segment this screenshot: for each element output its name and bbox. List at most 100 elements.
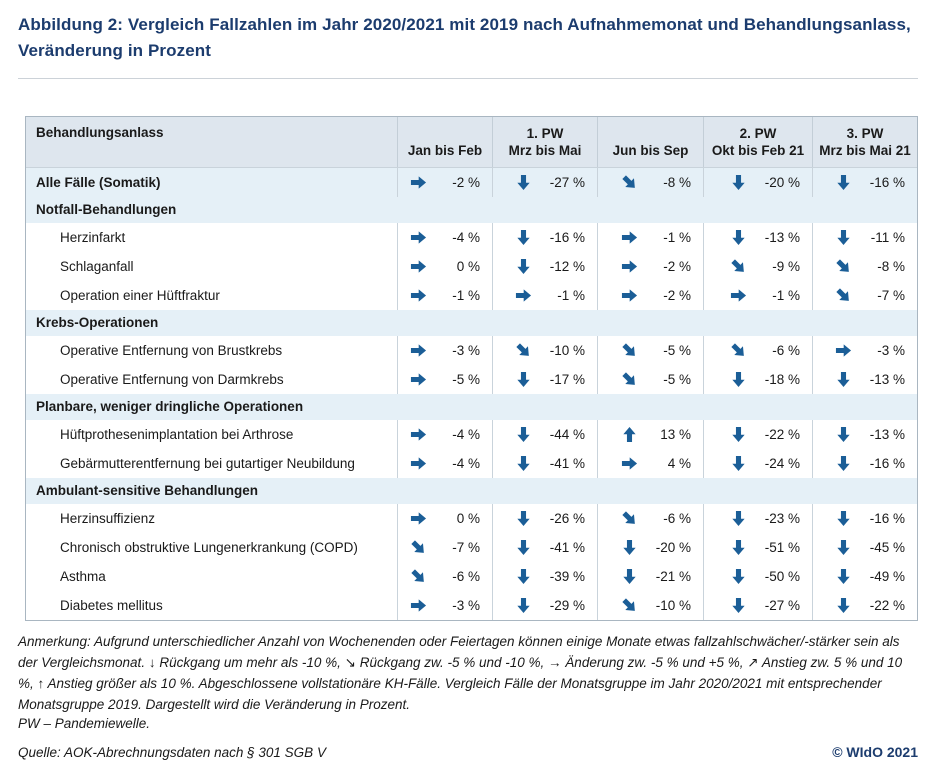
- value-text: -2 %: [452, 174, 480, 190]
- arrow-right-icon: [515, 287, 532, 304]
- value-text: -18 %: [764, 371, 800, 387]
- arrow-down-right-icon: [621, 371, 638, 388]
- column-header-bottom: Jun bis Sep: [612, 143, 689, 159]
- arrow-down-right-icon: [835, 258, 852, 275]
- arrow-up-icon: [621, 426, 638, 443]
- value-cell: -3 %: [397, 335, 492, 365]
- arrow-down-icon: [515, 455, 532, 472]
- value-text: -41 %: [549, 455, 585, 471]
- arrow-down-icon: [835, 568, 852, 585]
- arrow-right-icon: [621, 455, 638, 472]
- arrow-down-icon: [730, 568, 747, 585]
- column-header-top: 2. PW: [739, 125, 777, 141]
- column-header-jun-bis-sep: Jun bis Sep: [597, 116, 703, 167]
- column-header-1pw-mrz-bis-mai: 1. PW Mrz bis Mai: [492, 116, 597, 167]
- row-label: Operative Entfernung von Darmkrebs: [60, 371, 284, 387]
- value-text: -17 %: [549, 371, 585, 387]
- value-text: -3 %: [877, 342, 905, 358]
- value-text: -9 %: [772, 258, 800, 274]
- value-cell: 4 %: [597, 448, 703, 478]
- value-cell: -16 %: [812, 503, 917, 533]
- arrow-down-icon: [515, 597, 532, 614]
- value-cell: -4 %: [397, 419, 492, 449]
- value-text: -27 %: [549, 174, 585, 190]
- row-label: Diabetes mellitus: [60, 597, 163, 613]
- column-header-2pw-okt-bis-feb-21: 2. PW Okt bis Feb 21: [703, 116, 812, 167]
- arrow-down-icon: [835, 229, 852, 246]
- value-text: -16 %: [869, 174, 905, 190]
- arrow-down-icon: [515, 426, 532, 443]
- arrow-down-icon: [621, 568, 638, 585]
- arrow-down-icon: [621, 539, 638, 556]
- row-label: Hüftprothesenimplantation bei Arthrose: [60, 426, 294, 442]
- arrow-right-icon: [410, 597, 427, 614]
- value-cell: -22 %: [703, 419, 812, 449]
- value-text: -11 %: [870, 229, 905, 245]
- value-cell: -27 %: [703, 590, 812, 620]
- value-text: -16 %: [549, 229, 585, 245]
- divider: [18, 77, 918, 79]
- value-cell: -1 %: [397, 280, 492, 310]
- value-cell: -13 %: [812, 364, 917, 394]
- arrow-right-icon: [730, 287, 747, 304]
- value-text: -27 %: [764, 597, 800, 613]
- value-text: -4 %: [452, 455, 480, 471]
- column-header-bottom: Okt bis Feb 21: [711, 143, 805, 159]
- footer: Quelle: AOK-Abrechnungsdaten nach § 301 …: [18, 744, 918, 760]
- arrow-down-icon: [835, 510, 852, 527]
- arrow-down-right-icon: [730, 258, 747, 275]
- column-header-bottom: Mrz bis Mai 21: [819, 143, 911, 159]
- value-text: -3 %: [452, 342, 480, 358]
- column-header-3pw-mrz-bis-mai-21: 3. PW Mrz bis Mai 21: [812, 116, 917, 167]
- value-cell: -20 %: [703, 167, 812, 197]
- data-row: Diabetes mellitus -3 % -29 % -10 % -27 % -22 …: [26, 590, 917, 620]
- column-header-bottom: Mrz bis Mai: [508, 143, 582, 159]
- arrow-down-icon: [835, 426, 852, 443]
- value-cell: -29 %: [492, 590, 597, 620]
- value-text: -2 %: [663, 258, 691, 274]
- value-cell: -10 %: [597, 590, 703, 620]
- value-text: -5 %: [452, 371, 480, 387]
- arrow-right-icon: [410, 342, 427, 359]
- figure-title: Abbildung 2: Vergleich Fallzahlen im Jah…: [18, 15, 911, 61]
- data-row: Schlaganfall 0 % -12 % -2 % -9 % -8 %: [26, 251, 917, 281]
- arrow-down-right-icon: [835, 287, 852, 304]
- arrow-down-icon: [730, 597, 747, 614]
- value-cell: -17 %: [492, 364, 597, 394]
- value-cell: -18 %: [703, 364, 812, 394]
- arrow-down-right-icon: [410, 539, 427, 556]
- value-cell: -5 %: [597, 335, 703, 365]
- value-cell: -4 %: [397, 448, 492, 478]
- value-cell: 0 %: [397, 251, 492, 281]
- value-cell: -9 %: [703, 251, 812, 281]
- value-text: -12 %: [549, 258, 585, 274]
- arrow-right-icon: [410, 426, 427, 443]
- value-text: -50 %: [764, 568, 800, 584]
- value-cell: -7 %: [397, 532, 492, 562]
- arrow-right-icon: [410, 258, 427, 275]
- value-text: -23 %: [764, 510, 800, 526]
- column-header-top: 3. PW: [846, 125, 884, 141]
- data-row: Operation einer Hüftfraktur -1 % -1 % -2 % -…: [26, 280, 917, 310]
- value-text: -7 %: [877, 287, 905, 303]
- section-row: Krebs-Operationen: [26, 309, 917, 336]
- value-cell: -5 %: [597, 364, 703, 394]
- value-text: -5 %: [663, 342, 691, 358]
- arrow-right-icon: [410, 229, 427, 246]
- value-text: 4 %: [667, 455, 691, 471]
- arrow-down-icon: [730, 174, 747, 191]
- arrow-down-icon: [835, 539, 852, 556]
- value-cell: -24 %: [703, 448, 812, 478]
- value-cell: -20 %: [597, 532, 703, 562]
- row-label: Chronisch obstruktive Lungenerkrankung (…: [60, 539, 358, 555]
- arrow-right-icon: [621, 229, 638, 246]
- arrow-down-icon: [515, 371, 532, 388]
- arrow-down-right-icon: [621, 510, 638, 527]
- row-label: Operation einer Hüftfraktur: [60, 287, 220, 303]
- value-text: -16 %: [869, 510, 905, 526]
- value-text: -10 %: [655, 597, 691, 613]
- arrow-right-icon: [621, 287, 638, 304]
- section-row: Planbare, weniger dringliche Operationen: [26, 393, 917, 420]
- row-label: Gebärmutterentfernung bei gutartiger Neu…: [60, 455, 355, 471]
- value-text: -8 %: [663, 174, 691, 190]
